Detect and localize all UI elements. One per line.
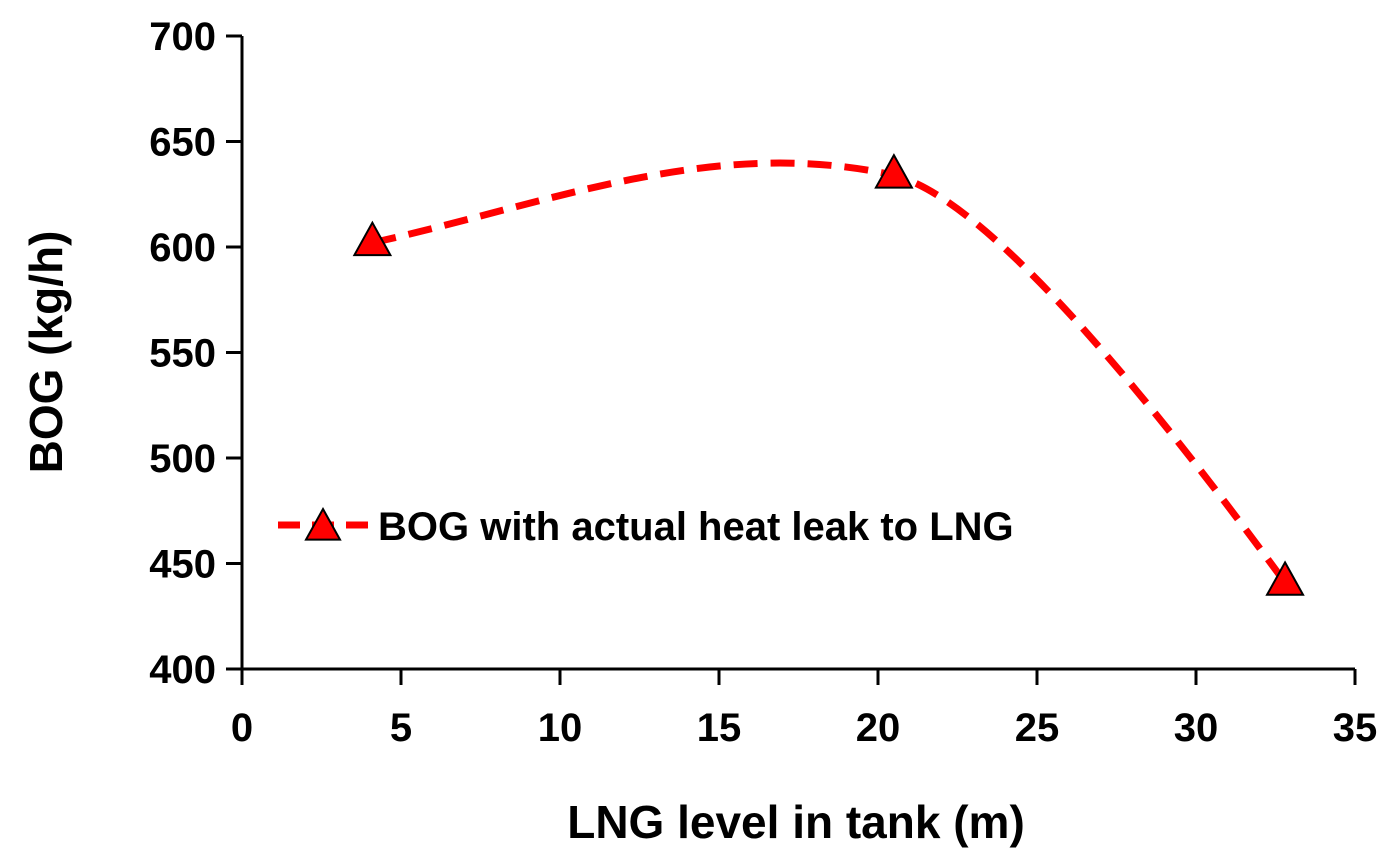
- series-layer: [352, 153, 1305, 596]
- data-point-marker: [1265, 560, 1305, 596]
- y-tick-label: 450: [149, 543, 216, 587]
- x-tick-label: 35: [1333, 706, 1378, 750]
- y-tick-label: 700: [149, 15, 216, 59]
- x-axis-title: LNG level in tank (m): [567, 796, 1025, 848]
- x-tick-label: 25: [1015, 706, 1060, 750]
- y-tick-label: 600: [149, 226, 216, 270]
- y-tick-label: 650: [149, 121, 216, 165]
- x-tick-label: 0: [231, 706, 253, 750]
- legend: BOG with actual heat leak to LNG: [278, 505, 1014, 549]
- legend-label: BOG with actual heat leak to LNG: [378, 505, 1014, 549]
- data-point-marker: [874, 153, 914, 189]
- axes: [240, 36, 1355, 671]
- y-axis-title: BOG (kg/h): [20, 231, 72, 474]
- legend-marker-triangle: [304, 506, 342, 541]
- y-tick-label: 500: [149, 437, 216, 481]
- x-tick-label: 20: [856, 706, 901, 750]
- x-tick-label: 10: [538, 706, 583, 750]
- x-tick-label: 15: [697, 706, 742, 750]
- x-axis-ticks: 0 5 10 15 20 25 30 35: [231, 669, 1377, 750]
- y-tick-label: 400: [149, 648, 216, 692]
- x-tick-label: 30: [1174, 706, 1219, 750]
- x-tick-label: 5: [390, 706, 412, 750]
- y-tick-label: 550: [149, 332, 216, 376]
- data-point-marker: [352, 220, 393, 257]
- y-axis-ticks: 400 450 500 550 600 650 700: [149, 15, 242, 692]
